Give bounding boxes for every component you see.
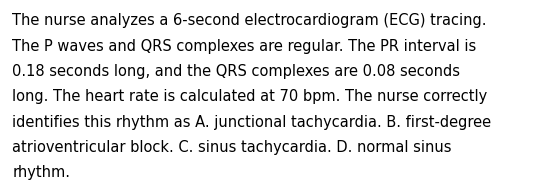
- Text: The nurse analyzes a 6-second electrocardiogram (ECG) tracing.: The nurse analyzes a 6-second electrocar…: [12, 13, 487, 28]
- Text: identifies this rhythm as A. junctional tachycardia. B. first-degree: identifies this rhythm as A. junctional …: [12, 115, 492, 130]
- Text: The P waves and QRS complexes are regular. The PR interval is: The P waves and QRS complexes are regula…: [12, 39, 477, 54]
- Text: 0.18 seconds long, and the QRS complexes are 0.08 seconds: 0.18 seconds long, and the QRS complexes…: [12, 64, 460, 79]
- Text: atrioventricular block. C. sinus tachycardia. D. normal sinus: atrioventricular block. C. sinus tachyca…: [12, 140, 452, 155]
- Text: rhythm.: rhythm.: [12, 165, 70, 180]
- Text: long. The heart rate is calculated at 70 bpm. The nurse correctly: long. The heart rate is calculated at 70…: [12, 89, 488, 104]
